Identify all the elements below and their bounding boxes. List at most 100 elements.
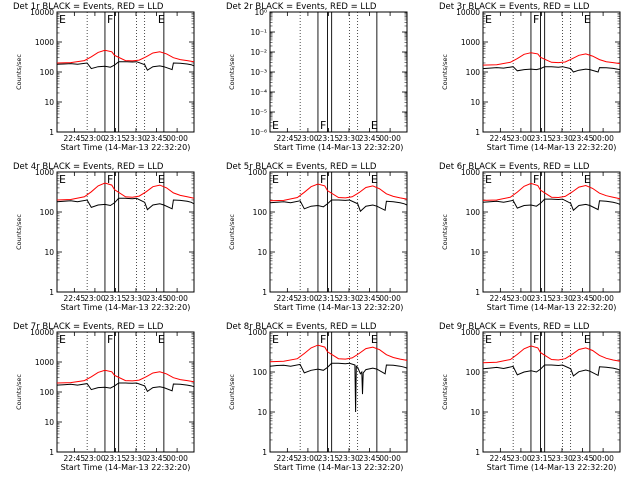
x-tick-label: 22:45 [64,294,86,303]
y-tick-label: 1000 [35,358,54,367]
plot-frame [56,331,195,453]
plot-frame [269,331,408,453]
y-tick-label: 10 [257,408,267,417]
x-tick-label: 23:00 [510,454,532,463]
y-tick-label: 10⁰ [254,8,267,17]
series-events [56,382,195,393]
x-tick-label: 23:15 [318,134,340,143]
panel-title: Det 6r BLACK = Events, RED = LLD [439,162,590,172]
y-tick-label: 1000 [35,168,54,177]
x-tick-label: 23:45 [572,454,594,463]
y-tick-label: 10000 [30,328,54,337]
marker-label: F [533,13,539,26]
series-lld [482,345,621,364]
marker-label: E [59,173,66,186]
x-tick-label: 00:00 [166,454,188,463]
marker-label: F [320,173,326,186]
y-tick-label: 1000 [35,38,54,47]
y-tick-label: 1 [49,128,54,137]
marker-label: F [107,333,113,346]
x-tick-label: 00:00 [166,294,188,303]
y-tick-label: 100 [466,68,481,77]
y-tick-label: 1 [475,448,480,457]
y-tick-label: 10⁻⁵ [250,108,267,117]
x-tick-label: 00:00 [379,454,401,463]
x-tick-label: 23:00 [510,294,532,303]
x-tick-label: 22:45 [490,454,512,463]
y-tick-label: 1 [475,128,480,137]
panel-title: Det 1r BLACK = Events, RED = LLD [13,2,164,12]
marker-label: F [320,333,326,346]
x-axis-label: Start Time (14-Mar-13 22:32:20) [274,463,404,472]
x-tick-label: 23:15 [105,294,127,303]
x-tick-label: 23:45 [359,134,381,143]
plot-frame [56,171,195,293]
y-tick-label: 1000 [461,328,480,337]
plot-frame [482,11,621,133]
y-axis-label: Counts/sec [15,374,23,410]
x-tick-label: 23:45 [146,294,168,303]
x-tick-label: 23:00 [297,454,319,463]
series-lld [56,369,195,384]
y-axis-label: Counts/sec [228,54,236,90]
y-tick-label: 1000 [248,328,267,337]
x-tick-label: 23:45 [146,134,168,143]
x-axis-label: Start Time (14-Mar-13 22:32:20) [487,303,617,312]
x-tick-label: 00:00 [592,454,614,463]
marker-label: E [485,333,492,346]
y-tick-label: 10 [470,248,480,257]
x-tick-label: 23:30 [125,454,147,463]
x-axis-label: Start Time (14-Mar-13 22:32:20) [487,143,617,152]
series-lld [482,52,621,66]
y-axis-label: Counts/sec [15,214,23,250]
panel-title: Det 7r BLACK = Events, RED = LLD [13,322,164,332]
marker-label: E [272,333,279,346]
x-tick-label: 23:15 [531,454,553,463]
plot-frame [269,11,408,133]
marker-label: E [59,13,66,26]
panel-title: Det 3r BLACK = Events, RED = LLD [439,2,590,12]
panel-det-2: Det 2r BLACK = Events, RED = LLD F E E 10⁻⁶ 1… [226,2,408,152]
y-tick-label: 1 [262,448,267,457]
series-lld [269,344,408,363]
x-axis-label: Start Time (14-Mar-13 22:32:20) [61,143,191,152]
y-tick-label: 1 [49,448,54,457]
marker-label: E [371,333,378,346]
x-tick-label: 23:00 [297,134,319,143]
y-axis-label: Counts/sec [441,214,449,250]
x-tick-label: 23:45 [146,454,168,463]
y-tick-label: 10000 [30,8,54,17]
series-events [269,199,408,213]
x-tick-label: 23:15 [318,294,340,303]
y-tick-label: 10000 [456,8,480,17]
x-tick-label: 22:45 [490,294,512,303]
x-tick-label: 00:00 [592,134,614,143]
marker-label: E [584,13,591,26]
x-tick-label: 23:00 [297,294,319,303]
series-events [482,198,621,212]
y-tick-label: 1 [475,288,480,297]
y-tick-label: 100 [466,208,481,217]
series-lld [269,183,408,202]
marker-label: F [533,173,539,186]
marker-label: E [272,119,279,132]
y-axis-label: Counts/sec [441,54,449,90]
panel-title: Det 9r BLACK = Events, RED = LLD [439,322,590,332]
x-tick-label: 23:15 [531,134,553,143]
x-tick-label: 23:00 [84,134,106,143]
marker-label: F [320,119,326,132]
x-tick-label: 22:45 [64,134,86,143]
y-tick-label: 10⁻³ [250,68,267,77]
plot-frame [482,171,621,293]
plot-frame [482,331,621,453]
marker-label: F [107,173,113,186]
x-tick-label: 23:00 [84,454,106,463]
x-tick-label: 23:30 [551,294,573,303]
